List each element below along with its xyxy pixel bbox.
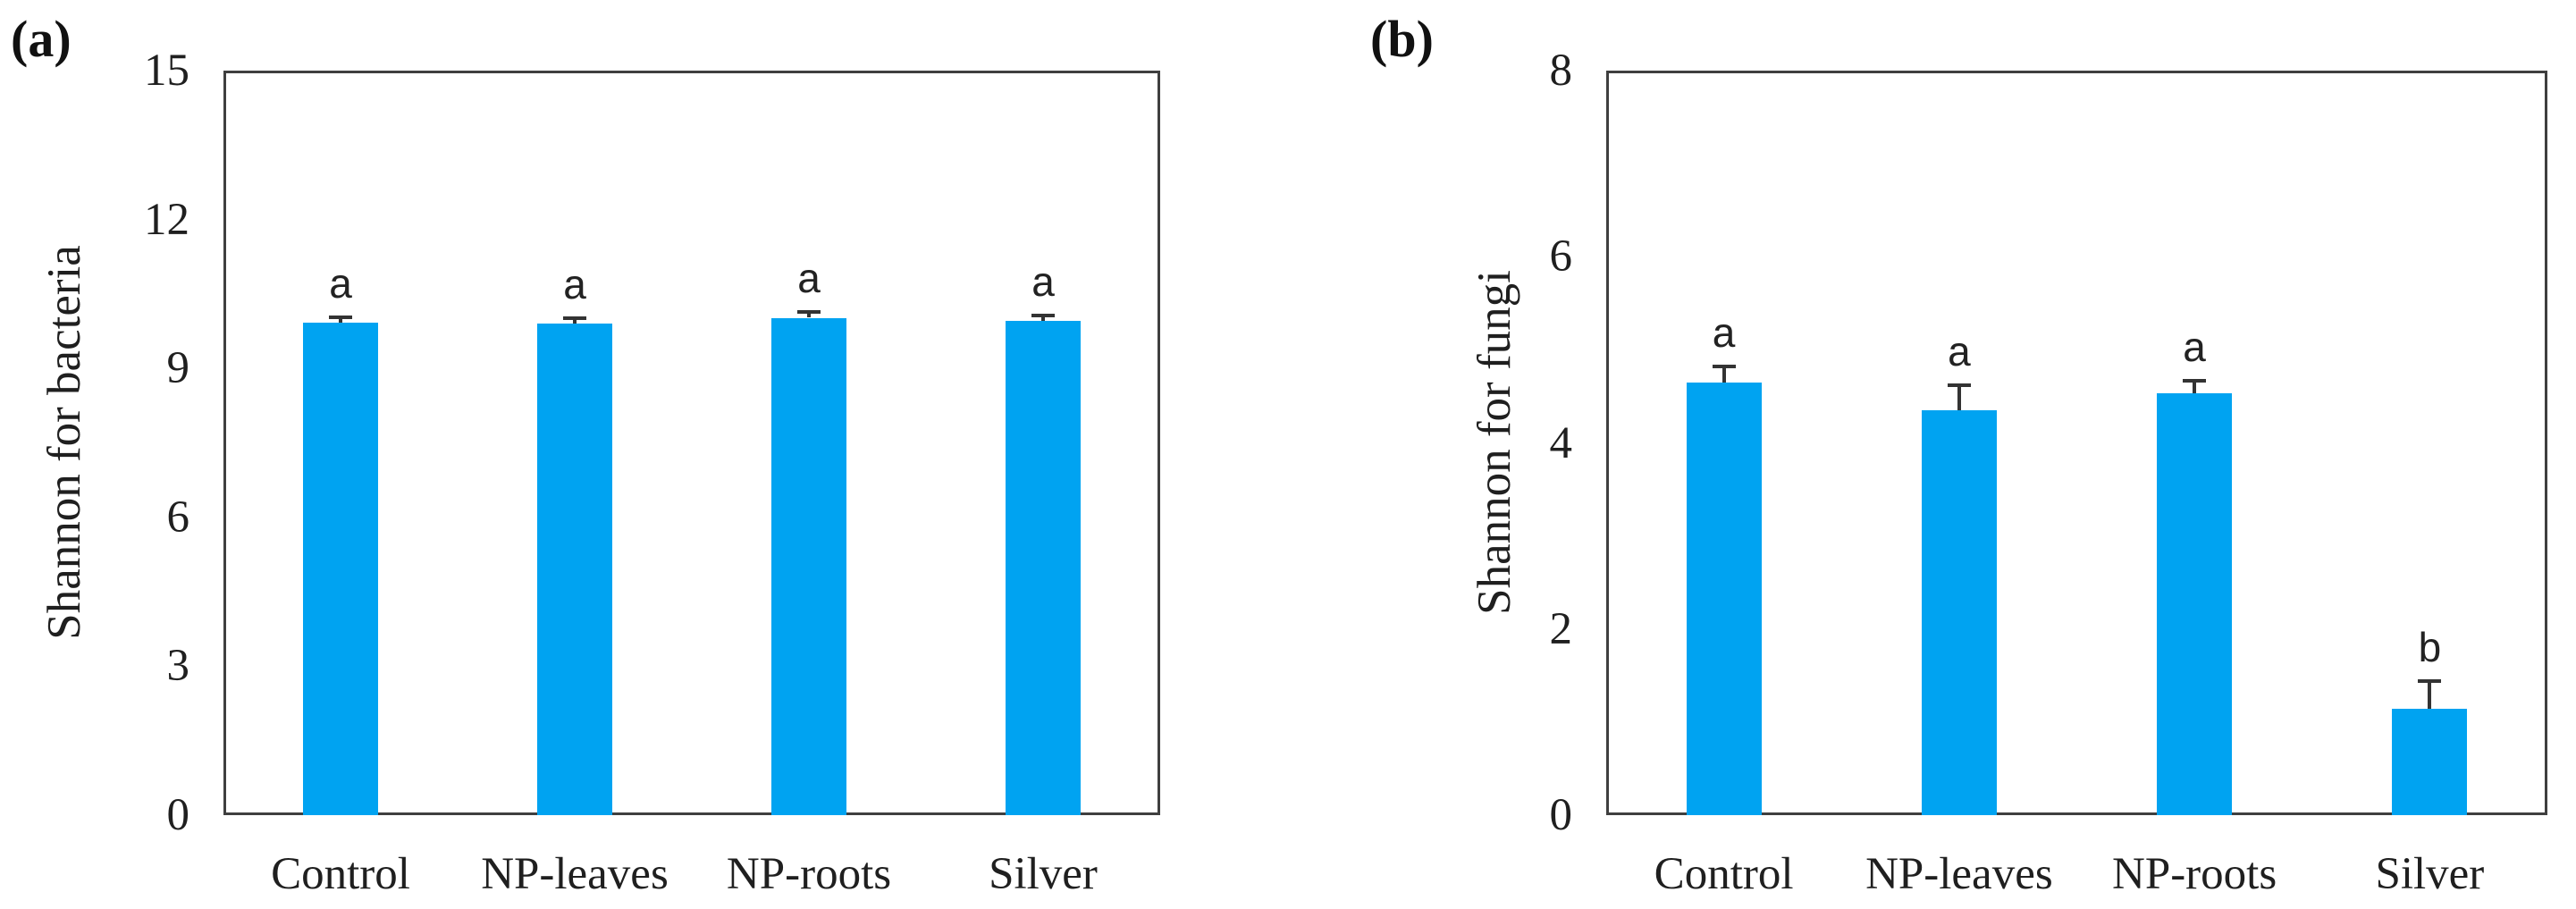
significance-letter: a: [563, 260, 586, 307]
y-tick-label: 0: [1549, 790, 1573, 840]
y-tick-label: 8: [1549, 46, 1573, 96]
y-tick-label: 9: [166, 343, 190, 394]
significance-letter: a: [1948, 328, 1971, 375]
bar-np-leaves: [537, 324, 612, 815]
significance-letter: a: [329, 259, 352, 307]
y-tick-label: 3: [166, 641, 190, 692]
y-tick-label: 6: [1549, 231, 1573, 282]
significance-letter: b: [2418, 624, 2442, 671]
bar-control: [303, 323, 378, 815]
error-bar-whisker: [807, 314, 811, 318]
y-tick-label: 0: [166, 790, 190, 840]
panel-label-a: (a): [11, 10, 72, 68]
x-category-label: Silver: [2375, 849, 2485, 899]
error-bar-whisker: [339, 318, 342, 324]
panel-label-b: (b): [1370, 10, 1434, 68]
x-category-label: Silver: [989, 849, 1098, 899]
plot-area-b: [1606, 71, 2547, 815]
bar-np-roots: [771, 317, 846, 815]
bar-np-roots: [2157, 393, 2233, 815]
error-bar-cap: [1712, 365, 1736, 369]
plot-area-a: [223, 71, 1160, 815]
x-category-label: NP-roots: [726, 849, 892, 899]
bar-np-leaves: [1921, 410, 1997, 815]
x-category-label: Control: [271, 849, 410, 899]
y-tick-label: 15: [144, 46, 189, 96]
y-tick-label: 12: [144, 194, 189, 245]
error-bar-whisker: [1722, 368, 1726, 383]
bar-control: [1686, 382, 1762, 815]
error-bar-cap: [2183, 378, 2207, 383]
error-bar-whisker: [1041, 317, 1045, 322]
error-bar-whisker: [2193, 382, 2197, 394]
error-bar-cap: [797, 310, 821, 315]
significance-letter: a: [2183, 323, 2206, 370]
x-category-label: NP-leaves: [1865, 849, 2053, 899]
error-bar-cap: [563, 316, 586, 320]
x-category-label: Control: [1654, 849, 1794, 899]
x-category-label: NP-roots: [2112, 849, 2277, 899]
error-bar-whisker: [573, 319, 577, 324]
significance-letter: a: [1712, 309, 1736, 357]
y-tick-label: 2: [1549, 603, 1573, 654]
error-bar-cap: [1031, 314, 1055, 317]
significance-letter: a: [1031, 258, 1055, 305]
bar-silver: [1006, 321, 1081, 815]
error-bar-cap: [329, 315, 352, 319]
error-bar-whisker: [2428, 683, 2432, 710]
y-tick-label: 6: [166, 492, 190, 543]
y-tick-label: 4: [1549, 417, 1573, 468]
significance-letter: a: [797, 255, 821, 302]
error-bar-cap: [2418, 679, 2442, 684]
error-bar-whisker: [1957, 387, 1961, 410]
bar-silver: [2392, 709, 2468, 815]
error-bar-cap: [1947, 383, 1971, 387]
x-category-label: NP-leaves: [481, 849, 669, 899]
